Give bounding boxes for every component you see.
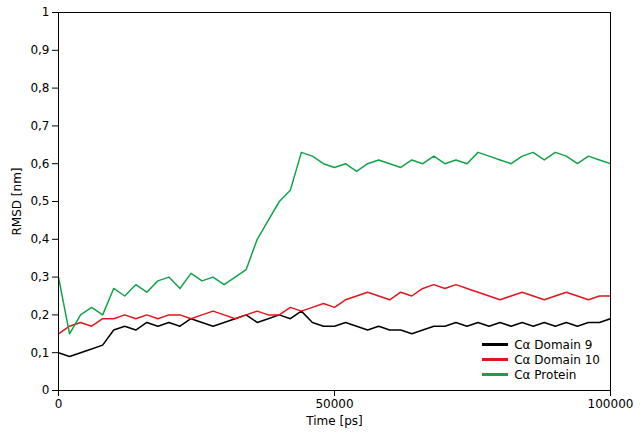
svg-text:0,5: 0,5: [30, 194, 49, 208]
svg-text:0,3: 0,3: [30, 270, 49, 284]
svg-text:0,7: 0,7: [30, 119, 49, 133]
html-text:Cα Domain 10: Cα Domain 10: [514, 352, 600, 367]
svg-text:Time [ps]: Time [ps]: [305, 414, 362, 428]
svg-text:0,9: 0,9: [30, 43, 49, 57]
svg-text:RMSD [nm]: RMSD [nm]: [10, 167, 24, 235]
svg-text:0,1: 0,1: [30, 346, 49, 360]
svg-text:50000: 50000: [315, 397, 353, 411]
svg-text:0: 0: [55, 397, 63, 411]
svg-text:0,8: 0,8: [30, 81, 49, 95]
svg-text:0,2: 0,2: [30, 308, 49, 322]
html-text:Cα Protein: Cα Protein: [514, 367, 577, 382]
svg-text:0,4: 0,4: [30, 232, 49, 246]
svg-text:0,6: 0,6: [30, 157, 49, 171]
svg-text:0: 0: [42, 383, 50, 397]
svg-text:100000: 100000: [588, 397, 634, 411]
html-text:Cα Domain 9: Cα Domain 9: [514, 337, 593, 352]
svg-text:1: 1: [42, 5, 50, 19]
